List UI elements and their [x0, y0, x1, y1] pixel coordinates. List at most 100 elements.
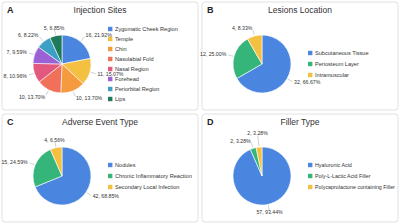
leader-line — [251, 143, 253, 148]
slices — [233, 147, 291, 205]
leader-line — [46, 91, 48, 95]
slice — [256, 147, 262, 176]
slices — [233, 35, 291, 93]
panel-letter: C — [7, 117, 14, 127]
title: Lesions Location — [268, 5, 332, 15]
legend-label: Nasolabial Fold — [115, 56, 154, 62]
data-label: 5, 6.85% — [44, 25, 65, 31]
data-label: 10, 13.70% — [76, 95, 103, 101]
legend-swatch — [108, 57, 112, 61]
title: Filler Type — [280, 117, 319, 127]
data-labels: 42, 68.85% 15, 24.59% 4, 6.56% — [1, 137, 119, 200]
slice — [233, 147, 291, 205]
slice — [248, 35, 263, 64]
legend-label: Chin — [115, 46, 127, 52]
panel: CAdverse Event Type42, 68.85%15, 24.59%4… — [1, 114, 198, 222]
legend: Subcutaneous Tissue Periosteum Layer Intra… — [308, 50, 369, 78]
legend: Hyaluronic Acid Poly-L-Lactic Acid Filler… — [308, 162, 395, 190]
title: Adverse Event Type — [62, 117, 138, 127]
legend-swatch — [308, 62, 312, 66]
data-label: 15, 24.59% — [1, 159, 28, 165]
legend-label: Secondary Local Infection — [115, 184, 179, 190]
legend-label: Nasal Region — [115, 66, 149, 72]
data-label: 10, 13.70% — [19, 94, 46, 100]
legend-swatch — [308, 51, 312, 55]
legend-swatch — [108, 67, 112, 71]
legend-swatch — [108, 37, 112, 41]
legend-swatch — [108, 174, 112, 178]
legend-swatch — [308, 73, 312, 77]
panel-letter: A — [7, 5, 14, 15]
data-label: 4, 6.56% — [44, 137, 65, 143]
data-label: 4, 8.33% — [232, 25, 253, 31]
slice — [61, 64, 83, 93]
data-labels: 57, 93.44% 2, 3.28% 2, 3.28% — [230, 130, 283, 215]
leader-line — [258, 135, 259, 146]
figure: AInjection Sites16, 21.92%11, 15.07%10, … — [0, 0, 400, 224]
legend-label: Lips — [115, 96, 125, 102]
data-label: 7, 9.59% — [6, 49, 27, 55]
title: Injection Sites — [74, 5, 127, 15]
data-labels: 16, 21.92%11, 15.07%10, 13.70%10, 13.70%… — [4, 25, 124, 101]
data-label: 2, 3.28% — [247, 130, 268, 136]
legend-label: Zygomatic Cheek Region — [115, 26, 178, 32]
panel-frame — [2, 2, 198, 110]
slices — [33, 147, 91, 205]
panel: D Filler Type 57, 93.44% 2, 3.28% 2, 3.28% Hy… — [202, 114, 398, 222]
leader-line — [288, 79, 292, 82]
panel: B Lesions Location 32, 66.67% 12, 25.00% 4, … — [200, 2, 398, 110]
legend: Nodules Chronic Inflammatory Reaction Seco… — [108, 162, 192, 190]
legend-label: Periosteum Layer — [315, 61, 359, 67]
slice — [33, 63, 62, 82]
panel-letter: D — [207, 117, 214, 127]
slice — [50, 147, 62, 176]
panel-letter: B — [207, 5, 214, 15]
legend-swatch — [108, 27, 112, 31]
legend-swatch — [308, 174, 312, 178]
data-label: 8, 10.96% — [4, 73, 28, 79]
legend-swatch — [108, 77, 112, 81]
legend-swatch — [108, 163, 112, 167]
data-label: 57, 93.44% — [256, 209, 283, 215]
leader-line — [73, 92, 75, 97]
slices — [33, 35, 91, 93]
legend-swatch — [108, 97, 112, 101]
legend-label: Intramuscular — [315, 72, 349, 78]
legend-label: Poly-L-Lactic Acid Filler — [315, 173, 371, 179]
data-label: 6, 8.22% — [18, 32, 39, 38]
slice — [50, 35, 62, 64]
leader-line — [228, 55, 233, 56]
legend-swatch — [308, 163, 312, 167]
legend: Zygomatic Cheek Region Temple Chin Nasolabi… — [108, 26, 178, 102]
leader-line — [81, 37, 84, 41]
legend-label: Subcutaneous Tissue — [315, 50, 369, 56]
panel-frame — [202, 2, 398, 110]
data-label: 42, 68.85% — [93, 193, 120, 199]
data-label: 2, 3.28% — [230, 138, 251, 144]
legend-label: Forehead — [115, 76, 139, 82]
legend-swatch — [108, 87, 112, 91]
leader-line — [87, 193, 91, 196]
legend-label: Hyaluronic Acid — [315, 162, 352, 168]
data-label: 32, 66.67% — [294, 79, 321, 85]
leader-line — [30, 163, 35, 165]
leader-line — [29, 74, 34, 76]
legend-label: Periorbital Region — [115, 86, 159, 92]
legend-label: Nodules — [115, 162, 136, 168]
panel: AInjection Sites16, 21.92%11, 15.07%10, … — [2, 2, 198, 110]
legend-swatch — [108, 185, 112, 189]
leader-line — [253, 30, 254, 35]
legend-swatch — [108, 47, 112, 51]
leader-line — [91, 72, 96, 73]
legend-label: Temple — [115, 36, 133, 42]
panel-frame — [2, 114, 198, 222]
slice — [250, 148, 262, 176]
legend-label: Chronic Inflammatory Reaction — [115, 173, 192, 179]
data-label: 12, 25.00% — [200, 51, 227, 57]
legend-label: Polycaprolactone containing Filler — [315, 184, 395, 190]
leader-line — [40, 37, 43, 41]
data-labels: 32, 66.67% 12, 25.00% 4, 8.33% — [200, 25, 321, 85]
panel-frame — [202, 114, 398, 222]
leader-line — [29, 53, 34, 55]
legend-swatch — [308, 185, 312, 189]
